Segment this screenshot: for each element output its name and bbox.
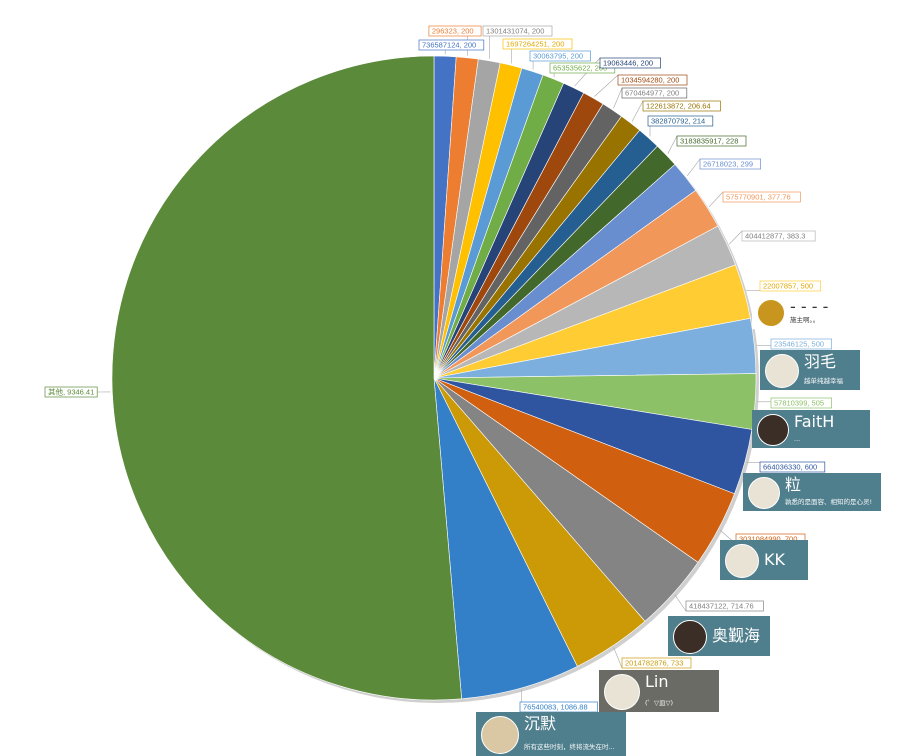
leader-line-20 (674, 594, 687, 612)
user-card-6: Lin (゜▽皿▽) (599, 670, 719, 712)
data-label-16: 23546125, 500 (774, 340, 824, 349)
data-label-12: 26718023, 299 (703, 160, 753, 169)
data-label-box-17 (770, 397, 832, 409)
data-label-box-13 (722, 191, 801, 203)
data-label-box-4 (529, 50, 591, 62)
anime-girl-avatar (604, 674, 640, 710)
data-label-14: 404412877, 383.3 (745, 232, 805, 241)
user-card-5: 奥觐海 (668, 616, 770, 656)
user-name: 沉默 (524, 714, 557, 733)
data-label-box-12 (699, 158, 761, 170)
data-label-box-15 (759, 280, 821, 292)
data-label-2: 1301431074, 200 (486, 27, 544, 36)
data-label-17: 57810399, 505 (774, 399, 824, 408)
data-label-3: 1697264251, 200 (506, 40, 564, 49)
user-name: - - - - (790, 297, 829, 316)
user-name: FaitH (794, 412, 835, 431)
data-label-21: 2014782876, 733 (625, 659, 683, 668)
data-label-box-16 (770, 338, 832, 350)
user-signature: ... (794, 435, 801, 443)
data-label-box-7 (617, 74, 688, 86)
data-label-box-23 (44, 386, 98, 398)
data-label-13: 575770901, 377.76 (726, 193, 791, 202)
pie-slice-23 (111, 55, 462, 701)
pie-slice-22 (433, 377, 578, 700)
graduate-cartoon-avatar (748, 477, 780, 509)
user-card-7: 沉默所有这些时刻，终将流失在时... (476, 712, 626, 756)
data-label-box-10 (647, 115, 714, 127)
user-card-2: FaitH... (752, 410, 870, 448)
leader-line-7 (594, 74, 619, 97)
user-card-1: 羽毛 越单纯越幸福 (760, 350, 860, 390)
data-label-box-14 (741, 230, 816, 242)
data-label-6: 19063446, 200 (603, 59, 653, 68)
data-label-box-18 (759, 461, 826, 473)
boy-photo-avatar (765, 354, 799, 388)
data-label-18: 664036330, 600 (763, 463, 817, 472)
user-signature: 孰悉的是面容、相知的是心灵! (785, 498, 873, 506)
user-name: 奥觐海 (712, 626, 761, 645)
data-label-23: 其他, 9346.41 (48, 387, 94, 397)
user-name: Lin (645, 672, 669, 691)
data-label-4: 30063795, 200 (533, 52, 583, 61)
user-signature: 施主啊。。 (790, 316, 820, 324)
data-label-8: 670464977, 200 (625, 89, 679, 98)
leader-line-8 (613, 87, 623, 109)
portrait-avatar (673, 620, 707, 654)
data-label-box-9 (642, 100, 721, 112)
data-label-box-8 (621, 87, 688, 99)
data-label-22: 76540083, 1086.88 (523, 703, 588, 712)
data-label-box-20 (685, 600, 764, 612)
user-name: KK (764, 550, 785, 569)
leader-line-9 (631, 100, 644, 122)
data-label-box-2 (482, 25, 553, 37)
data-label-box-11 (676, 135, 747, 147)
user-signature: 越单纯越幸福 (804, 377, 843, 385)
pie-slices (111, 55, 759, 703)
suited-man-avatar (757, 414, 789, 446)
penguin-avatar (481, 716, 519, 754)
data-label-15: 22007857, 500 (763, 282, 813, 291)
leader-line-14 (728, 230, 743, 245)
user-card-4: KK (720, 540, 808, 580)
user-signature: 所有这些时刻，终将流失在时... (524, 743, 615, 751)
data-labels: 736587124, 200 296323, 200 1301431074, 200… (44, 25, 832, 713)
user-name: 羽毛 (804, 352, 837, 371)
data-label-box-0 (418, 39, 485, 51)
data-label-box-6 (599, 57, 661, 69)
leader-line-12 (686, 158, 701, 177)
data-label-box-3 (502, 38, 573, 50)
anime-cat-avatar (725, 544, 759, 578)
data-label-11: 3183835917, 228 (680, 137, 738, 146)
data-label-box-1 (428, 25, 482, 37)
data-label-10: 382870792, 214 (651, 117, 705, 126)
data-label-5: 653535622, 200 (553, 64, 607, 73)
leader-line-21 (613, 647, 623, 669)
data-label-1: 296323, 200 (432, 27, 474, 36)
data-label-box-21 (621, 657, 692, 669)
data-label-20: 418437122, 714.76 (689, 602, 754, 611)
data-label-9: 122613872, 206.64 (646, 102, 711, 111)
gift-box-avatar (757, 299, 785, 327)
user-card-0: - - - - 施主啊。。 (752, 295, 832, 329)
user-name: 粒 (785, 475, 802, 494)
user-signature: (゜▽皿▽) (645, 699, 674, 707)
data-label-19: 3031084990, 700 (739, 535, 797, 544)
data-label-7: 1034594280, 200 (621, 76, 679, 85)
leader-line-11 (667, 135, 678, 154)
data-label-0: 736587124, 200 (422, 41, 476, 50)
leader-line-13 (708, 191, 724, 208)
user-card-3: 粒孰悉的是面容、相知的是心灵! (743, 473, 881, 511)
